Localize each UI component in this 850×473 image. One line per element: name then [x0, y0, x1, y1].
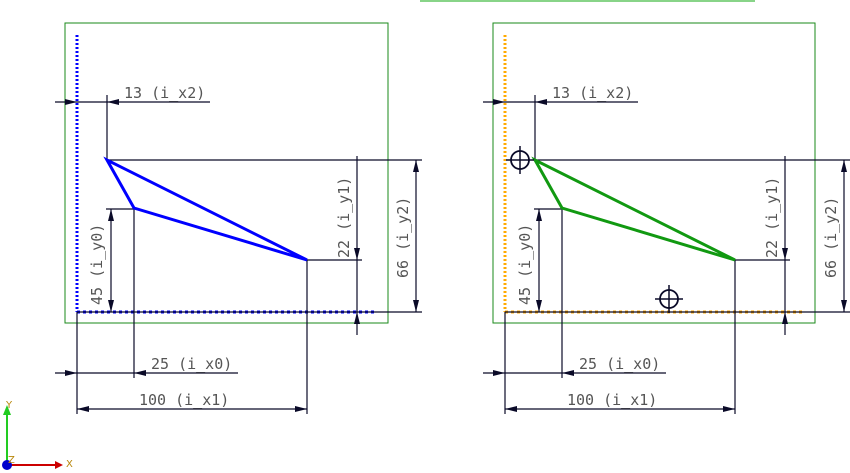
- dimension-arrow: [841, 300, 847, 312]
- dimension-label-y2[interactable]: 66 (i_y2): [822, 197, 840, 278]
- dimension-arrow: [562, 370, 574, 376]
- dimension-label-y0[interactable]: 45 (i_y0): [88, 224, 106, 305]
- dimension-arrow: [413, 300, 419, 312]
- dimension-label-x1[interactable]: 100 (i_x1): [139, 391, 229, 409]
- dimension-arrow: [107, 99, 119, 105]
- y-axis-arrow: [3, 405, 11, 415]
- dimension-arrow: [493, 370, 505, 376]
- z-axis-label: Z: [8, 455, 15, 466]
- dimension-label-y2[interactable]: 66 (i_y2): [394, 197, 412, 278]
- dimension-arrow: [413, 160, 419, 172]
- dimension-arrow: [354, 248, 360, 260]
- view-frame: [64, 22, 389, 324]
- dimension-label-x2[interactable]: 13 (i_x2): [552, 84, 633, 102]
- x-axis-arrow: [55, 461, 63, 469]
- dimension-arrow: [108, 209, 114, 221]
- dimension-arrow: [505, 406, 517, 412]
- dimension-arrow: [536, 300, 542, 312]
- dimension-arrow: [535, 99, 547, 105]
- dimension-label-x1[interactable]: 100 (i_x1): [567, 391, 657, 409]
- view-selected: 13 (i_x2) 25 (i_x0) 100 (i_x1) 45 (i_y0) 22 …: [483, 22, 850, 414]
- dimension-arrow: [536, 209, 542, 221]
- dimension-label-y0[interactable]: 45 (i_y0): [516, 224, 534, 305]
- z-axis-dot: [2, 460, 12, 470]
- dimension-label-x0[interactable]: 25 (i_x0): [579, 355, 660, 373]
- triangle-shape[interactable]: [531, 156, 736, 262]
- view-original: 13 (i_x2) 25 (i_x0) 100 (i_x1) 45 (i_y0) 22 …: [55, 22, 422, 414]
- dimension-arrow: [493, 99, 505, 105]
- x-axis-label: X: [66, 459, 73, 470]
- dimension-arrow: [782, 312, 788, 324]
- dimension-arrow: [134, 370, 146, 376]
- dimension-arrow: [782, 248, 788, 260]
- dimension-arrow: [65, 99, 77, 105]
- dimension-arrow: [354, 312, 360, 324]
- dimension-arrow: [108, 300, 114, 312]
- dimension-arrow: [841, 160, 847, 172]
- dimension-label-x0[interactable]: 25 (i_x0): [151, 355, 232, 373]
- triangle-shape[interactable]: [103, 156, 308, 262]
- y-axis-label: Y: [5, 400, 13, 411]
- view-frame: [492, 22, 816, 324]
- axis-triad: Y X Z: [2, 400, 73, 470]
- dimension-arrow: [77, 406, 89, 412]
- crosshair-handle-icon[interactable]: [655, 285, 683, 313]
- crosshair-handle-icon[interactable]: [506, 146, 534, 174]
- dimension-arrow: [723, 406, 735, 412]
- dimension-label-y1[interactable]: 22 (i_y1): [763, 177, 781, 258]
- dimension-arrow: [295, 406, 307, 412]
- dimension-label-y1[interactable]: 22 (i_y1): [335, 177, 353, 258]
- dimension-label-x2[interactable]: 13 (i_x2): [124, 84, 205, 102]
- dimension-arrow: [65, 370, 77, 376]
